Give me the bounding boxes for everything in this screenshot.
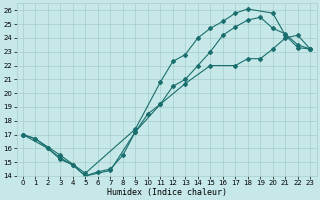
X-axis label: Humidex (Indice chaleur): Humidex (Indice chaleur) (107, 188, 227, 197)
